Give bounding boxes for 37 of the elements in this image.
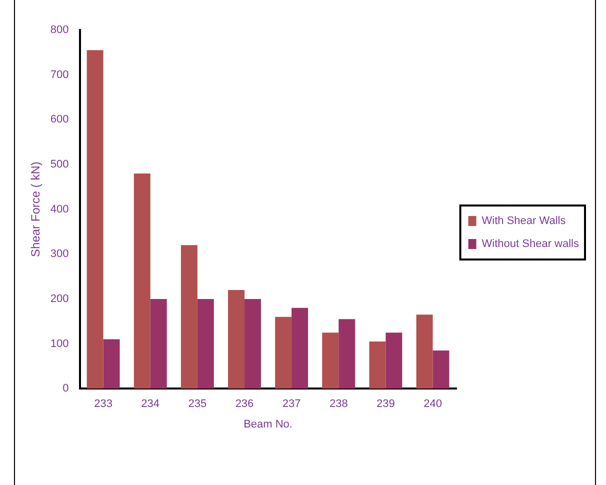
bar: [244, 298, 261, 389]
x-tick-label: 234: [141, 398, 160, 410]
bar: [134, 173, 150, 389]
y-tick-label: 500: [50, 158, 69, 171]
bar: [292, 308, 308, 389]
y-tick-label: 200: [50, 292, 69, 305]
bar: [228, 290, 244, 389]
bar: [338, 319, 356, 389]
bar: [275, 316, 292, 389]
legend-label: Without Shear walls: [482, 238, 580, 250]
x-tick-label: 238: [329, 398, 348, 410]
x-tick-label: 233: [94, 398, 112, 410]
bar: [416, 314, 433, 389]
y-tick-label: 100: [50, 338, 69, 350]
y-tick-label: 0: [62, 382, 69, 395]
y-tick-label: 600: [50, 114, 69, 126]
y-tick-label: 300: [50, 248, 69, 260]
bar: [103, 339, 120, 389]
y-tick-label: 700: [50, 68, 69, 81]
y-axis-title: Shear Force ( kN): [28, 162, 43, 257]
x-tick-label: 236: [235, 398, 254, 410]
x-tick-label: 235: [188, 398, 207, 410]
x-tick-label: 237: [282, 398, 301, 410]
bar: [432, 350, 450, 389]
y-tick-label: 800: [50, 24, 69, 36]
bar: [150, 298, 167, 389]
bar: [180, 245, 198, 389]
x-axis-title: Beam No.: [244, 418, 292, 430]
bar: [386, 332, 402, 389]
x-tick-label: 239: [376, 398, 395, 410]
x-tick-label: 240: [424, 398, 442, 410]
legend-label: With Shear Walls: [482, 215, 566, 228]
bar: [322, 332, 339, 389]
bar: [86, 50, 104, 389]
y-tick-label: 400: [50, 203, 69, 216]
bar: [369, 342, 386, 389]
bar: [197, 298, 214, 389]
